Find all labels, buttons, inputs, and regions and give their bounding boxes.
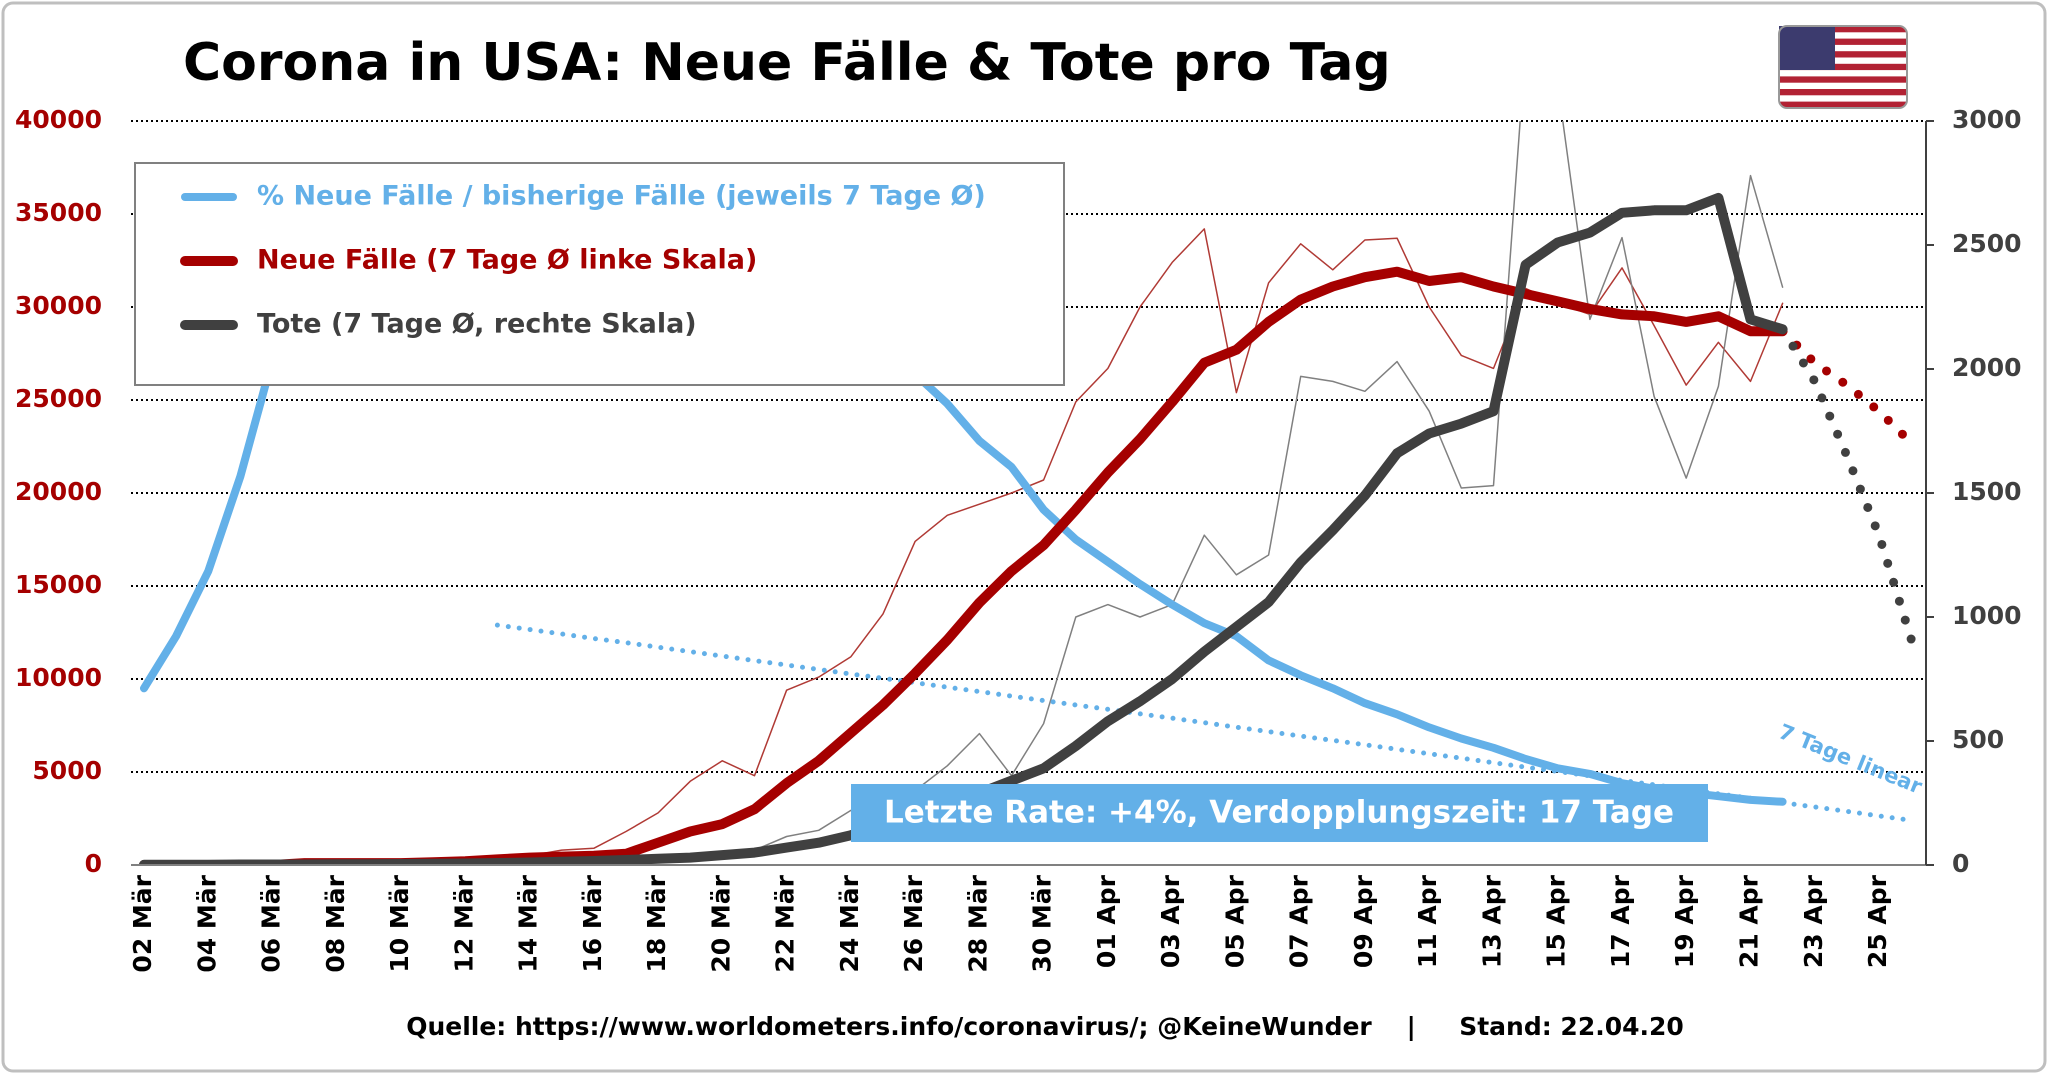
y-tick-label: 35000 <box>15 198 102 227</box>
y-tick-label: 20000 <box>15 477 102 506</box>
x-tick-label: 25 Apr <box>1863 874 1892 968</box>
legend-label: Neue Fälle (7 Tage Ø linke Skala) <box>257 245 757 276</box>
x-tick-label: 28 Mär <box>963 874 992 972</box>
y-tick-label: 5000 <box>32 756 102 785</box>
y-tick-label: 10000 <box>15 663 102 692</box>
x-tick-label: 21 Apr <box>1735 874 1764 968</box>
x-tick-label: 09 Apr <box>1349 874 1378 968</box>
annotation: Letzte Rate: +4%, Verdopplungszeit: 17 T… <box>884 795 1674 831</box>
y2-tick-label: 1500 <box>1952 477 2022 506</box>
x-tick-label: 01 Apr <box>1092 874 1121 968</box>
series-line <box>1778 324 1916 644</box>
x-tick-label: 18 Mär <box>642 874 671 972</box>
legend-label: % Neue Fälle / bisherige Fälle (jeweils … <box>257 181 986 212</box>
series-line <box>1778 326 1916 448</box>
y2-tick-label: 1000 <box>1952 601 2022 630</box>
x-tick-label: 07 Apr <box>1285 874 1314 968</box>
x-tick-label: 20 Mär <box>706 874 735 972</box>
annotation-box <box>851 784 1708 842</box>
x-tick-label: 22 Mär <box>771 874 800 972</box>
x-tick-label: 12 Mär <box>449 874 478 972</box>
flag <box>1778 25 1908 109</box>
x-tick-label: 26 Mär <box>899 874 928 972</box>
chart-title: Corona in USA: Neue Fälle & Tote pro Tag <box>183 33 1391 93</box>
x-tick-label: 14 Mär <box>514 874 543 972</box>
source: Quelle: https://www.worldometers.info/co… <box>406 1012 1684 1041</box>
y-tick-label: 30000 <box>15 291 102 320</box>
y-tick-label: 0 <box>85 849 102 878</box>
y2-tick-label: 2000 <box>1952 353 2022 382</box>
y-tick-label: 25000 <box>15 384 102 413</box>
x-tick-label: 08 Mär <box>321 874 350 972</box>
x-tick-label: 15 Apr <box>1542 874 1571 968</box>
x-tick-label: 03 Apr <box>1156 874 1185 968</box>
y-tick-label: 40000 <box>15 105 102 134</box>
x-tick-label: 17 Apr <box>1606 874 1635 968</box>
legend-label: Tote (7 Tage Ø, rechte Skala) <box>257 309 697 340</box>
x-tick-label: 24 Mär <box>835 874 864 972</box>
y-tick-label: 15000 <box>15 570 102 599</box>
x-tick-label: 05 Apr <box>1220 874 1249 968</box>
x-tick-label: 16 Mär <box>578 874 607 972</box>
x-tick-label: 13 Apr <box>1477 874 1506 968</box>
x-tick-label: 06 Mär <box>257 874 286 972</box>
y2-tick-label: 0 <box>1952 849 1969 878</box>
y2-tick-label: 3000 <box>1952 105 2022 134</box>
x-tick-label: 19 Apr <box>1670 874 1699 968</box>
y2-tick-label: 500 <box>1952 725 2004 754</box>
x-tick-label: 04 Mär <box>192 874 221 972</box>
y2-tick-label: 2500 <box>1952 229 2022 258</box>
x-tick-label: 30 Mär <box>1028 874 1057 972</box>
x-tick-label: 10 Mär <box>385 874 414 972</box>
legend-box <box>134 162 1065 386</box>
x-tick-label: 23 Apr <box>1799 874 1828 968</box>
x-tick-label: 02 Mär <box>128 874 157 972</box>
x-tick-label: 11 Apr <box>1413 874 1442 968</box>
